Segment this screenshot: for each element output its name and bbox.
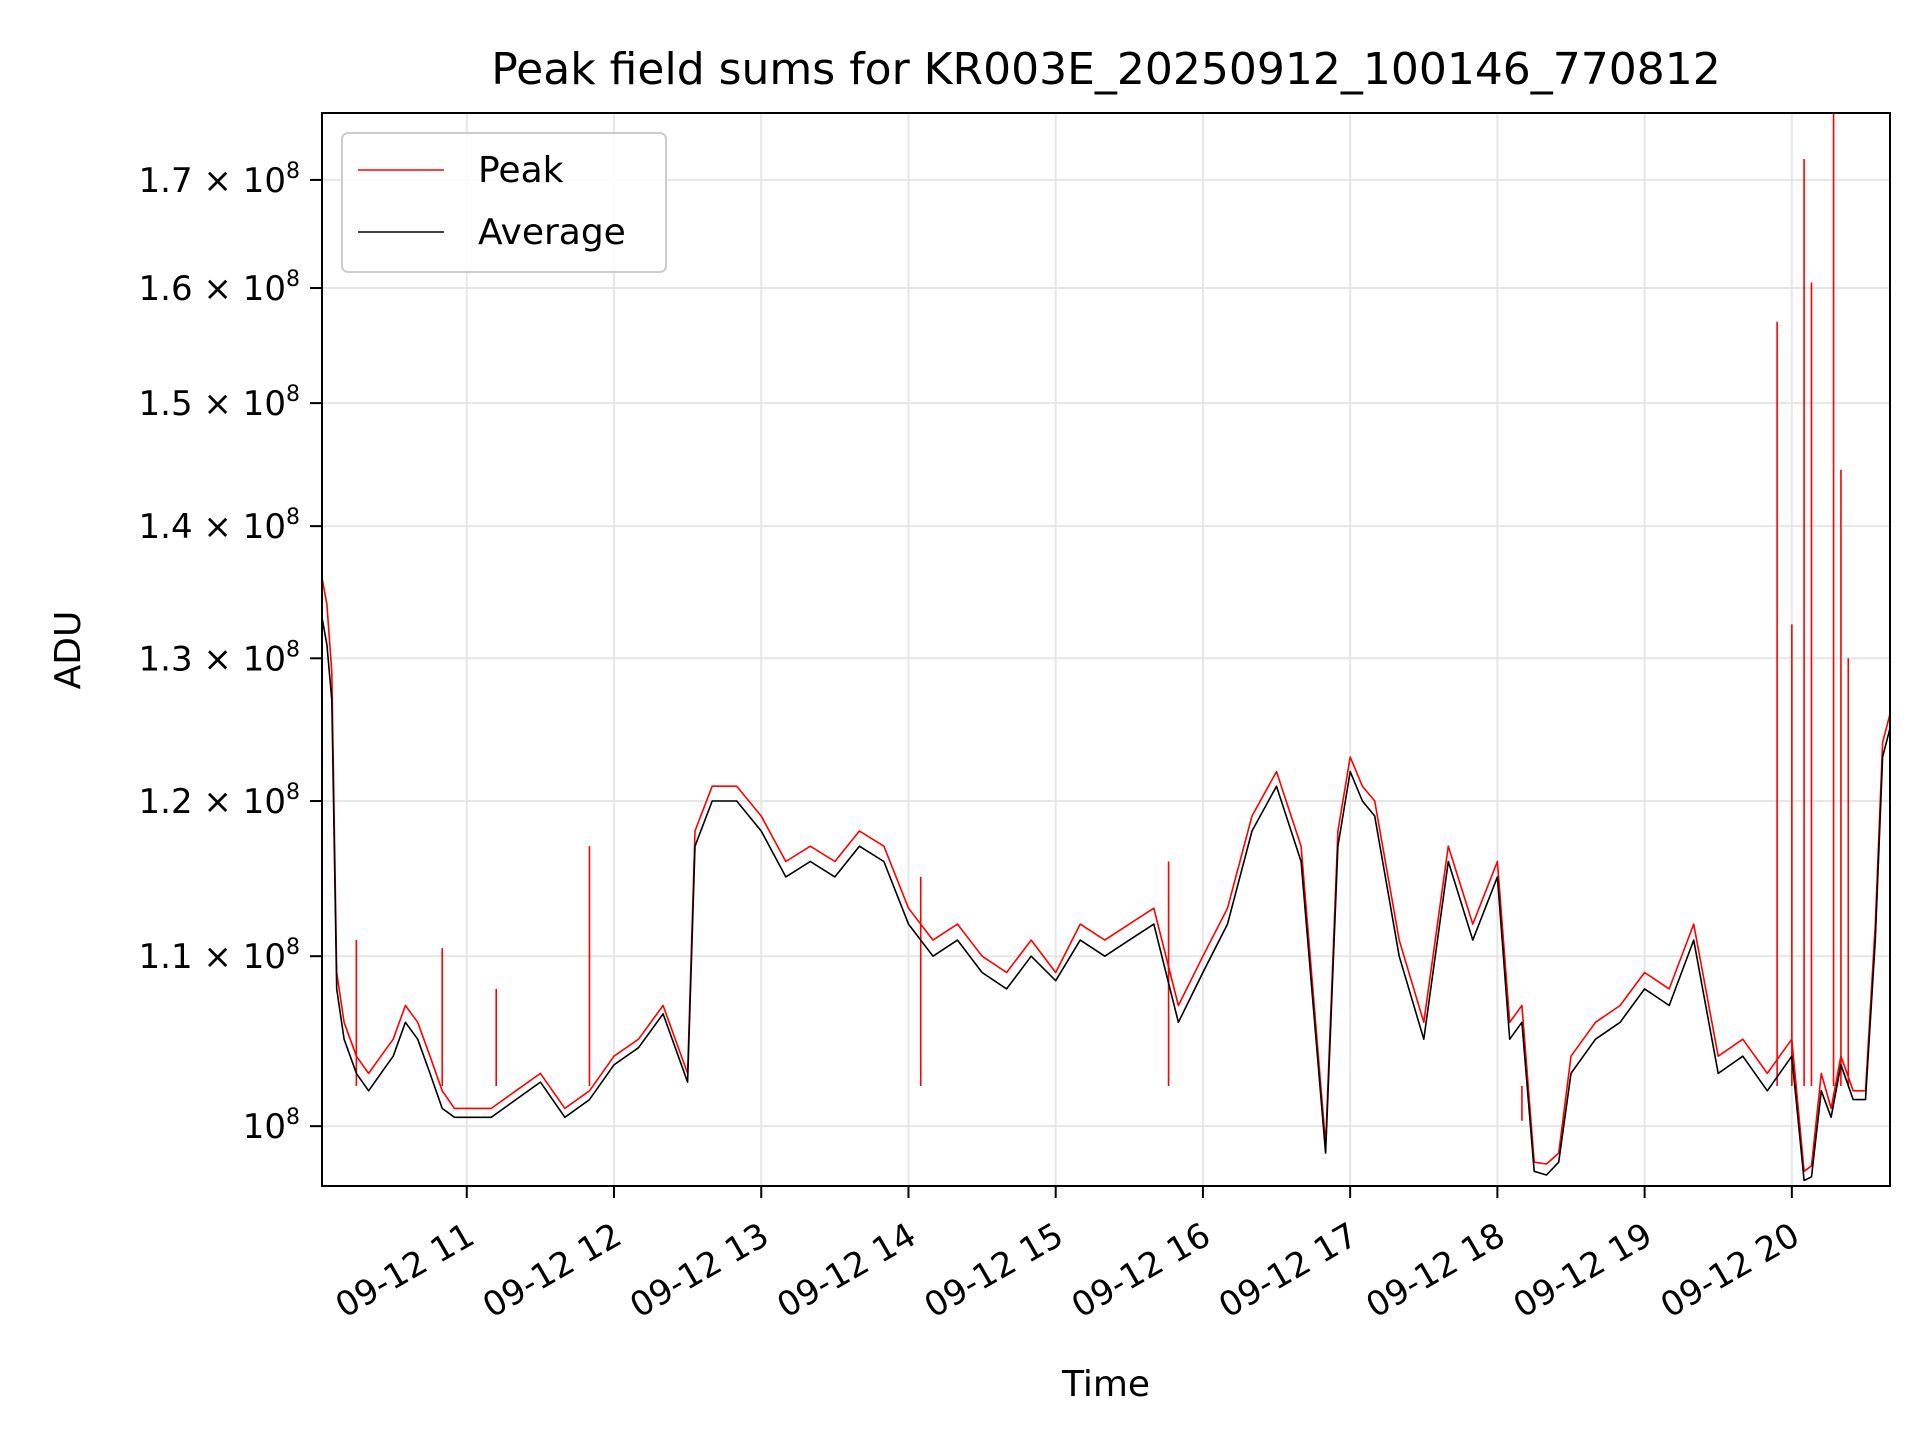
- legend-label-peak: Peak: [478, 150, 564, 191]
- series-line-average: [321, 617, 1891, 1182]
- x-axis-label: Time: [1061, 1364, 1150, 1405]
- legend-box: [341, 132, 667, 273]
- chart-title: Peak field sums for KR003E_20250912_1001…: [491, 44, 1721, 95]
- y-tick-label: 1.7 × 108: [139, 159, 300, 201]
- legend: Peak Average: [341, 132, 667, 273]
- legend-label-average: Average: [478, 212, 626, 253]
- y-tick-label: 1.6 × 108: [139, 267, 300, 309]
- y-tick-label: 1.2 × 108: [139, 780, 300, 822]
- plot-area: [321, 113, 1891, 1182]
- y-tick-label: 1.1 × 108: [139, 935, 300, 977]
- series-line-peak: [321, 577, 1891, 1173]
- y-tick-label: 1.4 × 108: [139, 505, 300, 547]
- y-axis-label: ADU: [48, 611, 89, 690]
- y-tick-label: 1.3 × 108: [139, 637, 300, 679]
- y-tick-label: 1.5 × 108: [139, 382, 300, 424]
- plot-frame: [321, 112, 1891, 1187]
